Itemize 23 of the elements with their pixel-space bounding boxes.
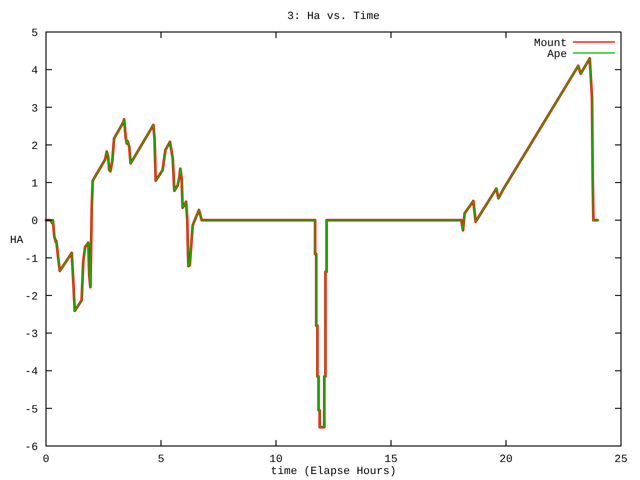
x-tick-label: 15 (384, 454, 398, 466)
x-tick-label: 25 (614, 454, 628, 466)
y-tick-label: 1 (31, 178, 38, 191)
x-tick-label: 0 (42, 454, 50, 466)
x-axis-title: time (Elapse Hours) (270, 466, 396, 478)
y-tick-label: 3 (31, 103, 38, 116)
legend-label: Mount (534, 38, 567, 50)
y-tick-label: -2 (24, 291, 38, 304)
y-tick-label: -5 (24, 404, 38, 416)
chart-title: 3: Ha vs. Time (287, 11, 380, 23)
y-tick-label: 4 (31, 66, 38, 78)
x-tick-label: 20 (499, 454, 513, 466)
y-tick-label: -6 (24, 442, 38, 454)
y-tick-label: -3 (24, 329, 38, 342)
y-tick-label: 2 (31, 140, 38, 153)
legend-label: Ape (547, 49, 567, 61)
y-tick-label: 5 (31, 28, 38, 40)
x-tick-label: 10 (269, 454, 283, 466)
y-tick-label: -1 (24, 254, 38, 266)
y-tick-label: 0 (31, 216, 38, 228)
y-tick-label: -4 (24, 366, 38, 379)
x-tick-label: 5 (158, 454, 164, 466)
y-axis-title: HA (10, 235, 24, 247)
